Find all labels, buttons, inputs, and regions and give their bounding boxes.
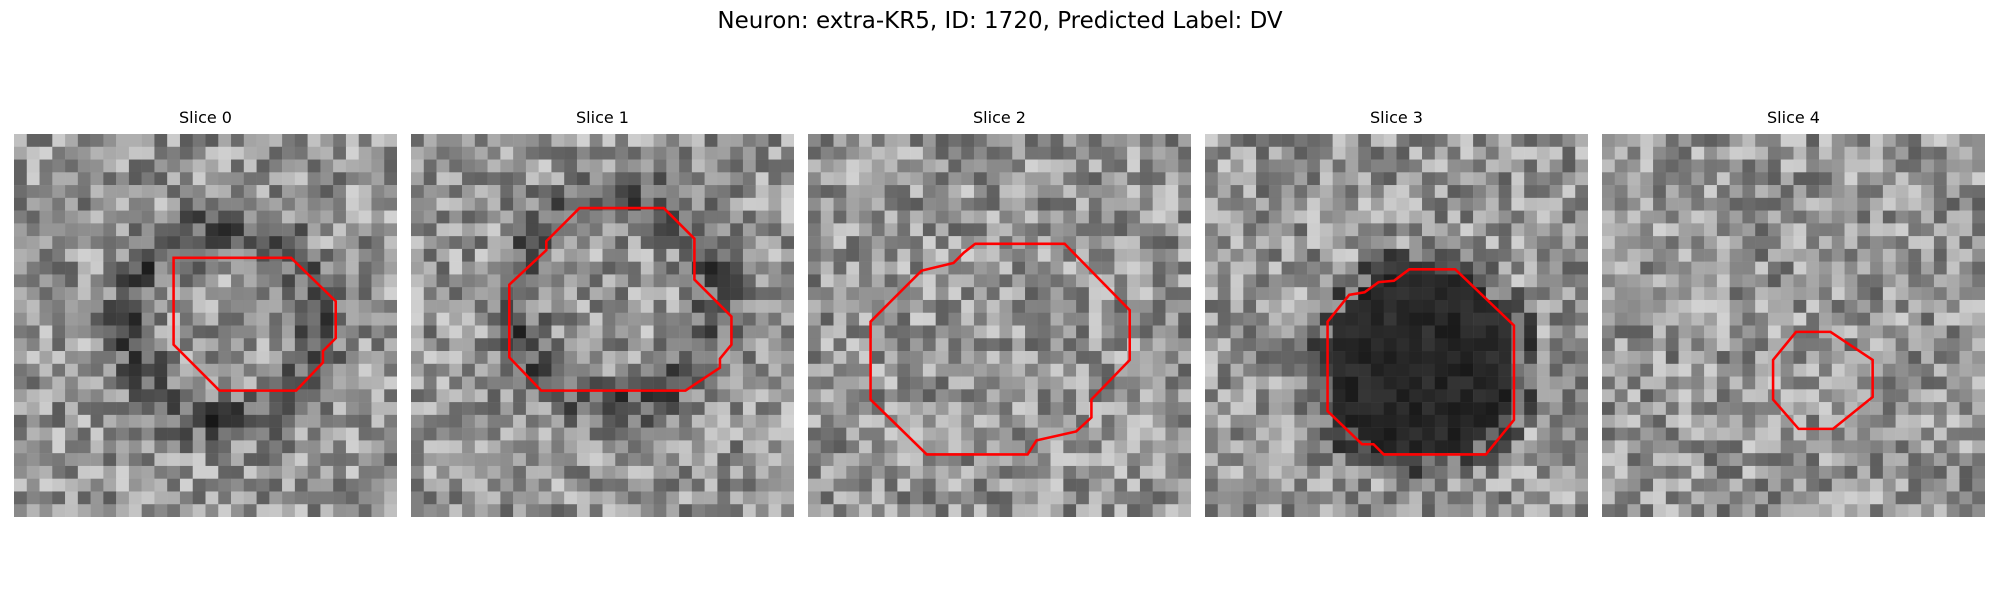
slice-image-4	[1602, 134, 1985, 517]
slice-image-0	[14, 134, 397, 517]
slice-title-1: Slice 1	[576, 108, 629, 127]
roi-contour	[172, 256, 337, 392]
slice-title-0: Slice 0	[179, 108, 232, 127]
roi-contour	[869, 242, 1131, 456]
slice-image-1	[411, 134, 794, 517]
roi-contour	[508, 206, 733, 392]
slice-title-3: Slice 3	[1370, 108, 1423, 127]
slice-title-4: Slice 4	[1767, 108, 1820, 127]
slice-image-2	[808, 134, 1191, 517]
roi-contour	[1771, 330, 1874, 431]
roi-contour	[1326, 268, 1516, 456]
figure-title: Neuron: extra-KR5, ID: 1720, Predicted L…	[717, 8, 1283, 34]
slice-title-2: Slice 2	[973, 108, 1026, 127]
slice-image-3	[1205, 134, 1588, 517]
